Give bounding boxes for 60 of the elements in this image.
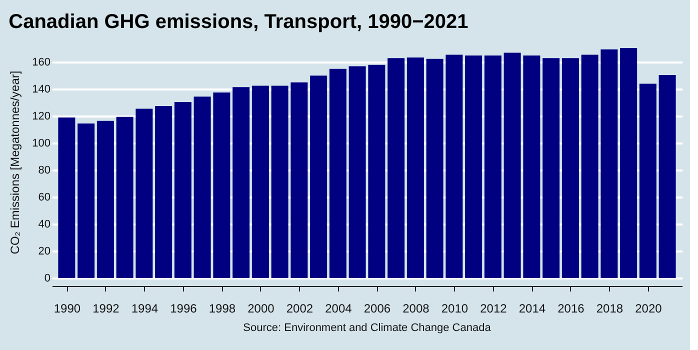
x-tick-label: 1992 bbox=[92, 302, 120, 316]
x-tick-label: 2012 bbox=[480, 302, 508, 316]
bar bbox=[96, 120, 114, 278]
x-tick-label: 2010 bbox=[441, 302, 468, 316]
bar bbox=[290, 82, 308, 278]
y-tick-label: 140 bbox=[32, 84, 50, 96]
bar bbox=[504, 52, 521, 278]
x-tick-label: 2002 bbox=[286, 302, 314, 316]
bar bbox=[639, 84, 656, 278]
bar bbox=[58, 117, 76, 278]
bar bbox=[194, 96, 211, 278]
x-tick-label: 1996 bbox=[170, 302, 198, 316]
x-tick-label: 1998 bbox=[208, 302, 236, 316]
bar bbox=[271, 86, 288, 278]
bar bbox=[348, 66, 366, 278]
bar bbox=[600, 49, 618, 278]
x-tick-label: 2006 bbox=[364, 302, 391, 316]
bar bbox=[232, 87, 250, 278]
bar bbox=[465, 55, 482, 278]
bar bbox=[252, 86, 269, 278]
y-axis-title: CO₂ Emissions [Megatonnes/year] bbox=[8, 70, 22, 254]
y-tick-label: 20 bbox=[38, 246, 50, 258]
bar bbox=[155, 106, 172, 278]
y-tick-label: 160 bbox=[32, 56, 50, 69]
bar bbox=[310, 76, 328, 278]
bar bbox=[581, 54, 598, 278]
x-tick-label: 2000 bbox=[248, 302, 275, 316]
bar bbox=[368, 64, 386, 278]
bar bbox=[562, 58, 579, 278]
y-tick-label: 100 bbox=[32, 138, 50, 150]
bar bbox=[174, 102, 192, 278]
y-tick-label: 120 bbox=[32, 110, 50, 123]
bar bbox=[484, 55, 502, 278]
bar bbox=[523, 55, 540, 278]
y-tick-label: 0 bbox=[44, 272, 50, 284]
x-tick-label: 2008 bbox=[402, 302, 430, 316]
bar bbox=[542, 58, 560, 278]
x-tick-label: 1990 bbox=[54, 302, 81, 316]
x-tick-label: 2018 bbox=[596, 302, 624, 316]
y-tick-label: 80 bbox=[38, 164, 50, 177]
bar bbox=[388, 58, 405, 278]
x-tick-label: 2020 bbox=[635, 302, 662, 316]
source-note: Source: Environment and Climate Change Canada bbox=[243, 322, 492, 334]
x-tick-label: 2016 bbox=[558, 302, 585, 316]
bar bbox=[116, 116, 134, 278]
chart-title: Canadian GHG emissions, Transport, 1990−2021 bbox=[8, 11, 468, 33]
y-tick-label: 60 bbox=[38, 192, 50, 204]
bar bbox=[658, 75, 676, 278]
bar bbox=[213, 92, 230, 278]
x-tick-label: 2014 bbox=[518, 302, 546, 316]
bar bbox=[406, 57, 424, 278]
x-tick-label: 1994 bbox=[131, 302, 158, 316]
bar bbox=[446, 54, 463, 278]
bar bbox=[329, 68, 346, 278]
y-tick-label: 40 bbox=[38, 218, 50, 231]
bar bbox=[78, 124, 95, 278]
x-tick-label: 2004 bbox=[325, 302, 352, 316]
bar bbox=[136, 108, 153, 278]
bar bbox=[620, 48, 638, 278]
bar bbox=[426, 58, 444, 278]
